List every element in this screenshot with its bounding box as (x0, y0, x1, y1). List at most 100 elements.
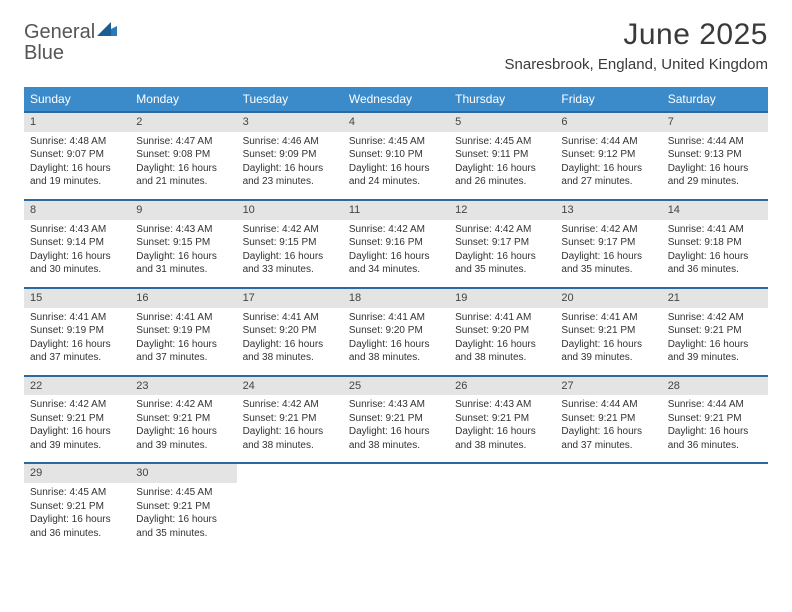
day-info-line: and 30 minutes. (30, 263, 124, 277)
day-info-line: Sunset: 9:17 PM (455, 236, 549, 250)
day-number: 23 (130, 377, 236, 396)
day-info-line: and 38 minutes. (349, 439, 443, 453)
day-info-line: Sunrise: 4:44 AM (668, 398, 762, 412)
day-info-line: Sunrise: 4:41 AM (136, 311, 230, 325)
day-info-line: Daylight: 16 hours (668, 162, 762, 176)
day-info-line: Sunset: 9:21 PM (30, 500, 124, 514)
day-info-line: Sunset: 9:10 PM (349, 148, 443, 162)
day-number: 26 (449, 377, 555, 396)
day-number: 19 (449, 289, 555, 308)
day-cell: 6Sunrise: 4:44 AMSunset: 9:12 PMDaylight… (555, 112, 661, 200)
day-cell (662, 463, 768, 550)
col-wednesday: Wednesday (343, 87, 449, 112)
day-info-line: Sunrise: 4:41 AM (30, 311, 124, 325)
day-info-line: and 38 minutes. (243, 351, 337, 365)
day-info-line: Daylight: 16 hours (30, 425, 124, 439)
day-cell: 14Sunrise: 4:41 AMSunset: 9:18 PMDayligh… (662, 200, 768, 288)
day-number: 16 (130, 289, 236, 308)
day-info-line: Daylight: 16 hours (561, 338, 655, 352)
day-info-line: Sunset: 9:16 PM (349, 236, 443, 250)
day-info-line: Sunset: 9:19 PM (136, 324, 230, 338)
day-info-line: and 35 minutes. (455, 263, 549, 277)
day-info-line: Sunset: 9:12 PM (561, 148, 655, 162)
day-info-line: Sunset: 9:21 PM (136, 412, 230, 426)
day-info-line: Sunset: 9:21 PM (136, 500, 230, 514)
day-info-line: Daylight: 16 hours (349, 250, 443, 264)
day-number: 27 (555, 377, 661, 396)
week-row: 22Sunrise: 4:42 AMSunset: 9:21 PMDayligh… (24, 376, 768, 464)
day-info-line: and 19 minutes. (30, 175, 124, 189)
day-info-line: Sunset: 9:07 PM (30, 148, 124, 162)
day-info-line: Daylight: 16 hours (668, 250, 762, 264)
day-cell: 8Sunrise: 4:43 AMSunset: 9:14 PMDaylight… (24, 200, 130, 288)
col-sunday: Sunday (24, 87, 130, 112)
day-info-line: and 38 minutes. (349, 351, 443, 365)
day-cell (343, 463, 449, 550)
day-info-line: Daylight: 16 hours (30, 338, 124, 352)
day-number: 2 (130, 113, 236, 132)
day-number: 6 (555, 113, 661, 132)
day-info-line: Daylight: 16 hours (668, 338, 762, 352)
day-info-line: Sunrise: 4:45 AM (349, 135, 443, 149)
day-info-line: and 35 minutes. (561, 263, 655, 277)
day-cell: 13Sunrise: 4:42 AMSunset: 9:17 PMDayligh… (555, 200, 661, 288)
day-info-line: Sunset: 9:15 PM (243, 236, 337, 250)
location: Snaresbrook, England, United Kingdom (505, 56, 769, 73)
day-info-line: Sunrise: 4:42 AM (243, 223, 337, 237)
day-info-line: and 27 minutes. (561, 175, 655, 189)
day-cell: 21Sunrise: 4:42 AMSunset: 9:21 PMDayligh… (662, 288, 768, 376)
day-info-line: Daylight: 16 hours (349, 338, 443, 352)
logo-word2: Blue (24, 42, 64, 64)
day-info-line: Sunrise: 4:41 AM (349, 311, 443, 325)
day-info-line: and 21 minutes. (136, 175, 230, 189)
day-info-line: Sunrise: 4:42 AM (349, 223, 443, 237)
day-number: 12 (449, 201, 555, 220)
day-info-line: Sunset: 9:17 PM (561, 236, 655, 250)
day-number: 3 (237, 113, 343, 132)
day-info-line: Sunset: 9:14 PM (30, 236, 124, 250)
day-cell: 12Sunrise: 4:42 AMSunset: 9:17 PMDayligh… (449, 200, 555, 288)
day-number: 7 (662, 113, 768, 132)
day-cell: 9Sunrise: 4:43 AMSunset: 9:15 PMDaylight… (130, 200, 236, 288)
day-info-line: Daylight: 16 hours (243, 162, 337, 176)
day-info-line: and 36 minutes. (30, 527, 124, 541)
day-cell: 4Sunrise: 4:45 AMSunset: 9:10 PMDaylight… (343, 112, 449, 200)
day-info-line: Sunset: 9:21 PM (349, 412, 443, 426)
day-cell: 11Sunrise: 4:42 AMSunset: 9:16 PMDayligh… (343, 200, 449, 288)
day-info-line: Sunrise: 4:45 AM (136, 486, 230, 500)
day-info-line: Sunrise: 4:42 AM (136, 398, 230, 412)
day-info-line: and 39 minutes. (30, 439, 124, 453)
day-info-line: and 36 minutes. (668, 263, 762, 277)
logo-word1: General (24, 21, 95, 43)
day-info-line: Sunrise: 4:42 AM (30, 398, 124, 412)
day-number: 29 (24, 464, 130, 483)
day-info-line: Sunrise: 4:44 AM (561, 398, 655, 412)
day-info-line: Sunset: 9:21 PM (561, 324, 655, 338)
day-info-line: Sunset: 9:21 PM (668, 324, 762, 338)
col-friday: Friday (555, 87, 661, 112)
day-number: 4 (343, 113, 449, 132)
day-info-line: Sunset: 9:08 PM (136, 148, 230, 162)
calendar-body: 1Sunrise: 4:48 AMSunset: 9:07 PMDaylight… (24, 112, 768, 550)
calendar-page: General Blue June 2025 Snaresbrook, Engl… (0, 0, 792, 568)
day-cell: 27Sunrise: 4:44 AMSunset: 9:21 PMDayligh… (555, 376, 661, 464)
day-cell: 29Sunrise: 4:45 AMSunset: 9:21 PMDayligh… (24, 463, 130, 550)
day-info-line: Daylight: 16 hours (561, 425, 655, 439)
day-info-line: Daylight: 16 hours (30, 250, 124, 264)
day-info-line: Daylight: 16 hours (136, 250, 230, 264)
col-tuesday: Tuesday (237, 87, 343, 112)
header: General Blue June 2025 Snaresbrook, Engl… (24, 18, 768, 73)
day-cell (449, 463, 555, 550)
day-info-line: and 24 minutes. (349, 175, 443, 189)
day-info-line: Sunrise: 4:45 AM (455, 135, 549, 149)
day-info-line: Sunset: 9:19 PM (30, 324, 124, 338)
day-info-line: Sunrise: 4:41 AM (668, 223, 762, 237)
day-info-line: Sunset: 9:21 PM (668, 412, 762, 426)
day-info-line: Daylight: 16 hours (561, 162, 655, 176)
day-info-line: Sunrise: 4:42 AM (561, 223, 655, 237)
day-info-line: Sunset: 9:21 PM (243, 412, 337, 426)
day-cell: 30Sunrise: 4:45 AMSunset: 9:21 PMDayligh… (130, 463, 236, 550)
day-info-line: and 34 minutes. (349, 263, 443, 277)
day-info-line: Sunset: 9:21 PM (30, 412, 124, 426)
logo-text: General Blue (24, 22, 117, 64)
